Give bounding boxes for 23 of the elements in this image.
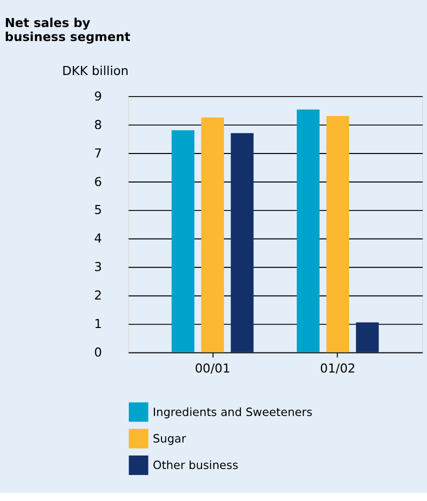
y-tick-label: 4 [94, 232, 102, 246]
y-tick-label: 7 [94, 146, 102, 160]
legend-label: Ingredients and Sweeteners [152, 404, 312, 419]
y-tick-label: 2 [94, 288, 102, 303]
bar [356, 322, 379, 352]
bar [230, 133, 254, 352]
y-tick-label: 6 [94, 174, 102, 189]
y-tick-label: 5 [94, 203, 102, 218]
legend-label: Other business [152, 458, 238, 472]
y-tick-label: 8 [94, 118, 102, 132]
y-tick-label: 3 [94, 260, 102, 274]
x-tick-label: 01/02 [320, 362, 356, 376]
bar [296, 109, 320, 352]
bar [201, 117, 224, 352]
y-axis-title: DKK billion [62, 64, 129, 78]
y-tick-label: 9 [94, 89, 102, 104]
y-tick-label: 0 [94, 346, 102, 360]
bar [326, 116, 350, 352]
bar [172, 130, 194, 352]
x-tick-label: 00/01 [194, 362, 230, 376]
y-tick-label: 1 [94, 317, 102, 332]
legend-label: Sugar [152, 431, 186, 446]
chart-title: Net sales by business segment [4, 16, 131, 44]
